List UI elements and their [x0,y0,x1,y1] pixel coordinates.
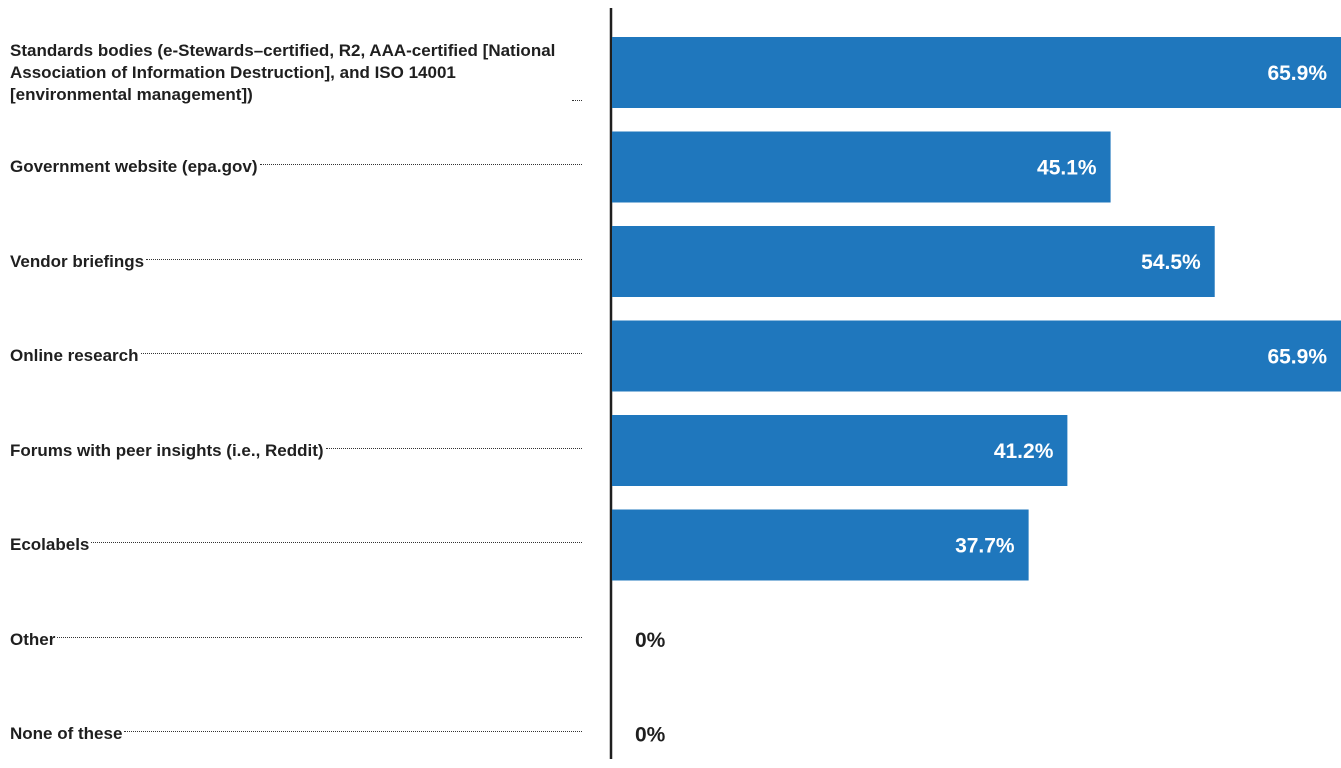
dotted-leader [124,731,582,732]
dotted-leader [140,353,582,354]
bar [612,37,1341,108]
bar-value-label: 41.2% [994,440,1054,463]
bar [612,320,1341,392]
bar-value-label: 65.9% [1267,62,1327,85]
category-label-text: None of these [10,724,123,743]
category-label: Ecolabels [10,512,582,579]
bar [612,415,1068,486]
bar-value-label: 45.1% [1037,157,1097,180]
bar-value-label: 65.9% [1267,346,1327,369]
bar [612,509,1029,581]
bar-value-label: 0% [635,724,666,747]
bar-value-label: 37.7% [955,535,1015,558]
category-label: None of these [10,701,582,768]
category-label: Online research [10,323,582,390]
category-label: Forums with peer insights (i.e., Reddit) [10,417,582,484]
bar-value-label: 54.5% [1141,251,1201,274]
dotted-leader [57,636,582,638]
category-label-text: Ecolabels [10,535,90,554]
dotted-leader [259,164,582,165]
category-label: Government website (epa.gov) [10,134,582,201]
category-label-text: Forums with peer insights (i.e., Reddit) [10,440,324,460]
category-label-text: Standards bodies (e-Stewards–certified, … [10,41,556,104]
category-label-text: Government website (epa.gov) [10,157,258,176]
category-label-text: Other [10,629,56,649]
bar [612,131,1111,203]
bar [612,226,1215,297]
category-label: Other [10,606,582,673]
dotted-leader [146,258,582,260]
dotted-leader [572,100,582,101]
dotted-leader [91,542,582,543]
dotted-leader [325,447,582,449]
category-label-text: Vendor briefings [10,251,145,271]
bar-value-label: 0% [635,629,666,652]
category-label: Vendor briefings [10,228,582,295]
category-label: Standards bodies (e-Stewards–certified, … [10,39,582,106]
category-label-text: Online research [10,346,139,365]
